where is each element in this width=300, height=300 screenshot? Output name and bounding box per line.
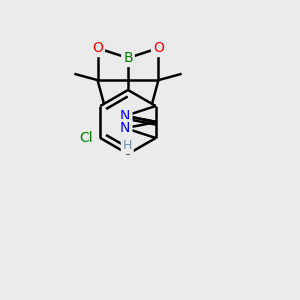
Text: O: O xyxy=(92,41,103,55)
Text: H: H xyxy=(123,139,132,152)
Text: B: B xyxy=(123,51,133,65)
Text: N: N xyxy=(120,121,130,135)
Text: Cl: Cl xyxy=(80,131,93,145)
Text: N: N xyxy=(120,109,130,123)
Text: O: O xyxy=(153,41,164,55)
